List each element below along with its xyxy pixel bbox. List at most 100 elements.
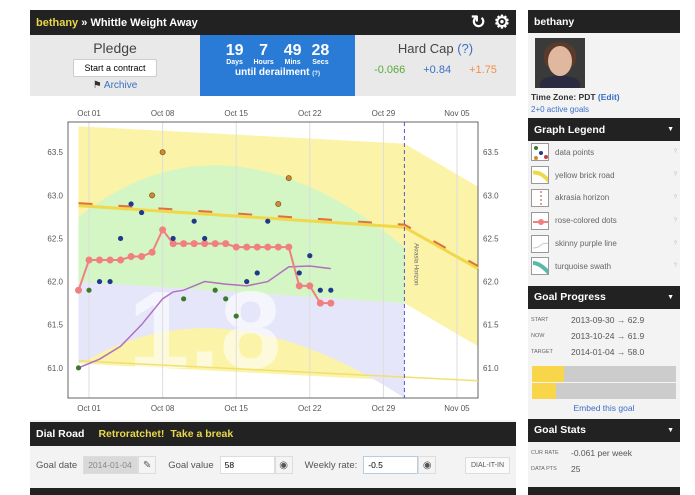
y-tick-label: 63.0 <box>483 191 499 200</box>
goal-value-label: Goal value <box>168 459 214 471</box>
secs-label: Secs <box>312 59 329 66</box>
akrasia-horizon-label: Akrasia Horizon <box>412 243 418 285</box>
goal-value-input[interactable] <box>219 456 275 474</box>
goal-chart-svg: 1.8 Oct 01 Oct 01 Oct 08 Oct 08 Oct 15 Oct 15 O… <box>47 109 499 413</box>
pencil-icon[interactable]: ✎ <box>138 456 157 474</box>
data-point <box>212 287 218 293</box>
avatar <box>535 38 585 88</box>
data-point <box>138 209 145 216</box>
embed-goal-link[interactable]: Embed this goal <box>573 402 635 413</box>
goal-title: Whittle Weight Away <box>90 16 198 29</box>
info-icon[interactable]: ? <box>673 263 677 270</box>
goal-panel: bethany » Whittle Weight Away ↻ ⚙ Pledge … <box>30 10 516 495</box>
archive-link[interactable]: Archive <box>103 80 138 91</box>
x-tick-label: Oct 08 <box>151 109 175 118</box>
legend-item-akrasia-horizon: akrasia horizon? <box>528 187 680 210</box>
goal-date-input[interactable] <box>83 456 139 474</box>
stats-key: CUR RATE <box>531 449 559 456</box>
take-break-link[interactable]: Take a break <box>170 428 234 440</box>
x-tick-label: Oct 08 <box>151 404 175 413</box>
blue-swath <box>78 281 405 398</box>
data-point <box>75 365 82 371</box>
data-point <box>296 270 302 276</box>
y-tick-label: 61.0 <box>483 364 499 373</box>
weekly-rate-input[interactable] <box>363 456 419 474</box>
rose-dot <box>159 226 167 234</box>
y-tick-label: 62.0 <box>483 278 499 287</box>
chevron-down-icon[interactable]: ▼ <box>667 126 674 133</box>
info-icon[interactable]: ? <box>673 217 677 224</box>
data-point <box>170 235 176 242</box>
start-contract-button[interactable]: Start a contract <box>73 59 157 77</box>
graph-legend-title: Graph Legend <box>534 123 606 136</box>
data-point <box>307 253 313 259</box>
dial-it-in-button[interactable]: DIAL-IT-IN <box>464 456 510 474</box>
rose-dot <box>243 243 251 251</box>
stats-value: 25 <box>571 463 581 474</box>
goal-stats-header[interactable]: Goal Stats ▼ <box>528 418 680 442</box>
rose-dot <box>274 243 282 251</box>
data-point <box>117 235 124 242</box>
x-tick-label: Oct 15 <box>224 109 248 118</box>
chevron-down-icon[interactable]: ▼ <box>667 293 674 301</box>
road-lower-edge <box>78 360 479 382</box>
data-point <box>128 201 134 207</box>
data-point <box>317 287 323 293</box>
data-point <box>191 218 197 224</box>
goal-progress-header[interactable]: Goal Progress ▼ <box>528 285 680 309</box>
y-tick-label: 63.5 <box>47 148 63 157</box>
sidebar: bethany Time Zone: PDT (Edit) 2+0 active… <box>528 10 680 495</box>
info-icon[interactable]: ? <box>673 194 677 201</box>
goal-stats-title: Goal Stats <box>534 424 586 437</box>
rose-dot <box>85 256 93 264</box>
road-centerline <box>78 202 479 267</box>
retroratchet-link[interactable]: Retroratchet! <box>98 428 165 440</box>
info-icon[interactable]: ? <box>673 149 677 156</box>
goal-date-label: Goal date <box>36 459 78 471</box>
progress-key: START <box>531 316 549 323</box>
circle-icon[interactable]: ◉ <box>418 456 437 474</box>
graph-legend-header[interactable]: Graph Legend ▼ <box>528 118 680 141</box>
rose-dot <box>222 240 230 248</box>
chevron-down-icon[interactable]: ▼ <box>667 426 674 434</box>
refresh-icon[interactable]: ↻ <box>470 12 486 32</box>
info-icon[interactable]: ? <box>673 240 677 247</box>
hard-cap-value: +0.84 <box>423 64 452 76</box>
derailment-countdown: 19 Days 7 Hours 49 Mins 28 Secs until derail… <box>200 35 355 96</box>
data-point <box>181 296 187 302</box>
stats-value: -0.061 per week <box>571 447 632 458</box>
data-point <box>233 313 239 319</box>
legend-label: data points <box>555 147 595 157</box>
graph-legend: data points? yellow brick road? akrasia … <box>528 141 680 278</box>
legend-item-rose-dots: rose-colored dots? <box>528 209 680 232</box>
plot-frame <box>67 121 479 399</box>
timezone-edit-link[interactable]: (Edit) <box>597 92 620 102</box>
derailment-caption: until derailment <box>235 67 310 78</box>
akrasia-horizon-icon <box>531 188 549 207</box>
rose-dot <box>148 248 156 256</box>
days-value: 19 <box>225 42 244 59</box>
legend-label: skinny purple line <box>555 239 617 249</box>
data-points-icon <box>531 143 549 162</box>
circle-icon[interactable]: ◉ <box>274 456 293 474</box>
purple-line-icon <box>531 234 549 253</box>
info-icon[interactable]: ? <box>673 172 677 179</box>
skinny-purple-line <box>78 265 331 369</box>
active-goals-link[interactable]: 2+0 active goals <box>531 105 590 114</box>
hard-cap-help-link[interactable]: (?) <box>457 41 474 56</box>
progress-key: NOW <box>531 332 545 339</box>
legend-item-turquoise-swath: turquoise swath? <box>528 255 680 278</box>
y-tick-label: 62.0 <box>47 278 63 287</box>
username-link[interactable]: bethany <box>36 16 79 29</box>
rose-dot <box>117 256 125 264</box>
mins-value: 49 <box>283 42 302 59</box>
secs-value: 28 <box>311 42 330 59</box>
x-tick-label: Oct 01 <box>77 109 101 118</box>
hours-value: 7 <box>259 42 269 59</box>
goal-chart: 1.8 Oct 01 Oct 01 Oct 08 Oct 08 Oct 15 Oct 15 O… <box>30 96 516 420</box>
rose-dot <box>169 240 177 248</box>
data-point <box>328 287 334 293</box>
y-tick-label: 63.0 <box>47 191 63 200</box>
countdown-help-link[interactable]: (?) <box>312 71 320 77</box>
gear-icon[interactable]: ⚙ <box>493 12 510 32</box>
